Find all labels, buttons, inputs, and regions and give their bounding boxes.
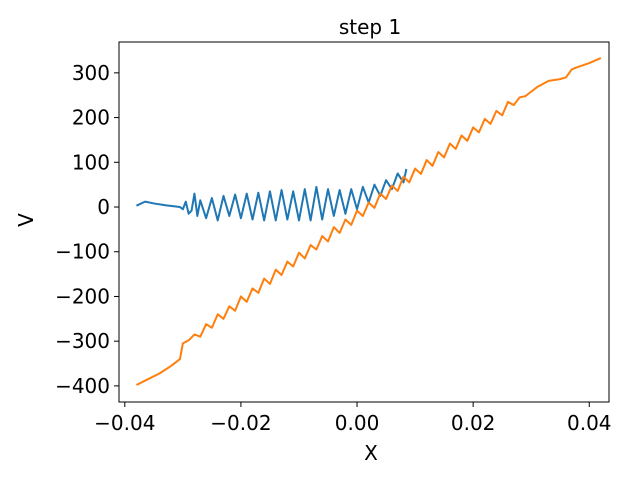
y-tick-label: 300 (72, 61, 110, 85)
y-tick-label: 0 (97, 195, 110, 219)
y-tick-label: −200 (55, 284, 110, 308)
y-tick-label: −400 (55, 374, 110, 398)
chart-title: step 1 (339, 15, 401, 39)
x-tick-label: −0.02 (210, 411, 271, 435)
line-series (135, 57, 602, 386)
x-tick-label: 0.02 (451, 411, 496, 435)
y-axis-label: V (14, 213, 38, 227)
x-axis-label: X (364, 441, 378, 465)
plot-frame (118, 41, 610, 403)
line-series (136, 168, 408, 222)
x-tick-label: −0.04 (94, 411, 155, 435)
y-tick-label: −100 (55, 240, 110, 264)
y-tick-label: 100 (72, 150, 110, 174)
x-tick-label: 0.00 (335, 411, 380, 435)
x-tick-label: 0.04 (567, 411, 612, 435)
y-tick-label: −300 (55, 329, 110, 353)
y-tick-label: 200 (72, 106, 110, 130)
